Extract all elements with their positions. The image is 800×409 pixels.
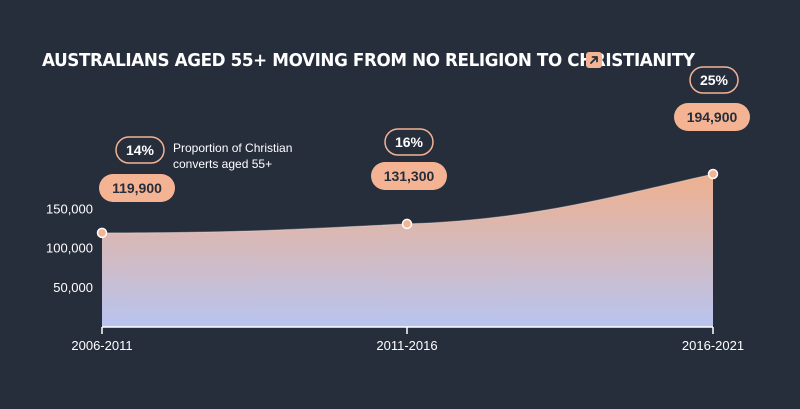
annotation-text: Proportion of Christian converts aged 55… [173,141,293,171]
value-label: 131,300 [384,168,435,184]
percent-pill [384,128,434,156]
y-tick-label: 100,000 [46,241,93,256]
percent-pill [689,66,739,94]
data-point [707,168,719,180]
y-tick-label: 150,000 [46,201,93,216]
value-label: 119,900 [112,180,162,196]
data-point [96,227,108,239]
arrow-up-right-icon[interactable] [586,52,602,68]
x-tick-label: 2011-2016 [376,338,437,353]
chart-title: AUSTRALIANS AGED 55+ MOVING FROM NO RELI… [42,50,695,71]
value-pill [371,162,447,190]
x-tick-label: 2006-2011 [71,338,132,353]
value-pill [99,174,175,202]
percent-pill [115,136,165,164]
value-pill [674,103,750,131]
percent-label: 16% [395,134,424,150]
x-tick-label: 2016-2021 [682,338,744,353]
y-tick-label: 50,000 [53,280,93,295]
percent-label: 14% [126,142,155,158]
percent-label: 25% [700,72,729,88]
data-point [401,218,413,230]
value-label: 194,900 [687,109,738,125]
area-fill [102,174,713,327]
